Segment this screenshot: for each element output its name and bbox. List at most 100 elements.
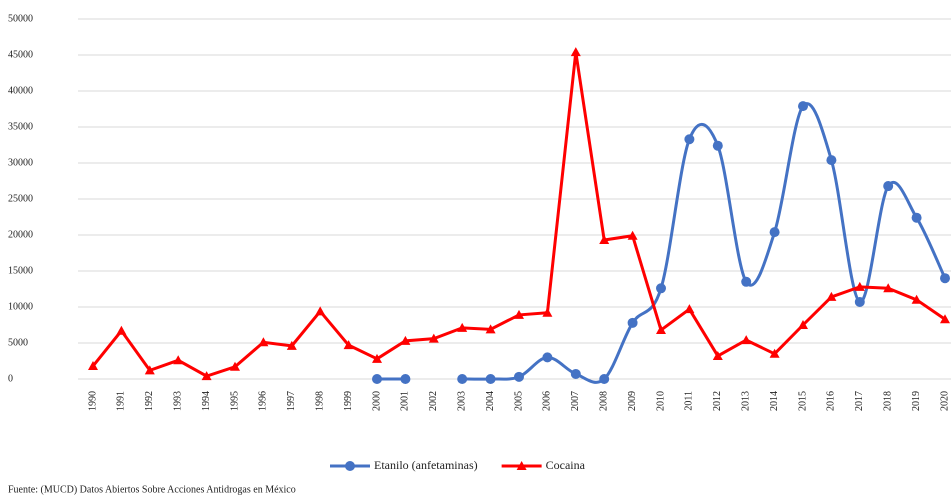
x-tick-label: 2017 <box>854 391 865 411</box>
point-marker <box>343 340 354 350</box>
x-tick-label: 1998 <box>314 391 325 411</box>
x-tick-label: 2020 <box>939 391 950 411</box>
x-tick-label: 2019 <box>911 391 922 411</box>
y-tick-label: 0 <box>8 373 13 384</box>
point-marker <box>514 309 524 319</box>
x-tick-label: 2008 <box>598 391 609 411</box>
x-tick-label: 2006 <box>542 391 553 411</box>
x-tick-label: 2011 <box>684 391 695 411</box>
y-tick-label: 5000 <box>8 337 28 348</box>
legend-label: Etanilo (anfetaminas) <box>374 458 478 472</box>
point-marker <box>854 296 865 307</box>
y-tick-label: 35000 <box>8 121 33 132</box>
x-tick-label: 1993 <box>172 391 183 411</box>
point-marker <box>741 335 752 345</box>
x-tick-label: 2001 <box>400 391 411 411</box>
x-tick-label: 2004 <box>485 391 496 411</box>
point-marker <box>684 134 695 145</box>
x-tick-label: 2003 <box>456 391 467 411</box>
point-marker <box>400 374 411 384</box>
point-marker <box>514 371 524 382</box>
point-marker <box>940 273 950 284</box>
point-marker <box>712 350 723 360</box>
x-tick-label: 2005 <box>513 391 524 411</box>
point-marker <box>457 322 468 332</box>
x-tick-label: 2007 <box>570 391 581 411</box>
point-marker <box>485 374 496 384</box>
y-tick-label: 50000 <box>8 13 33 24</box>
x-tick-label: 2015 <box>797 391 808 411</box>
point-marker <box>201 371 212 381</box>
point-marker <box>883 283 894 293</box>
series-line <box>91 51 946 378</box>
y-tick-label: 45000 <box>8 49 33 60</box>
point-marker <box>684 304 695 314</box>
point-marker <box>798 101 808 112</box>
point-marker <box>826 155 837 166</box>
point-marker <box>116 325 127 335</box>
point-marker <box>741 276 752 287</box>
source-note: Fuente: (MUCD) Datos Abiertos Sobre Acci… <box>8 484 296 495</box>
point-marker <box>315 306 326 316</box>
point-marker <box>599 235 610 245</box>
x-tick-label: 1995 <box>229 391 240 411</box>
series-line <box>462 102 947 384</box>
point-marker <box>627 317 638 328</box>
x-tick-label: 2002 <box>428 391 439 411</box>
point-marker <box>258 337 269 347</box>
point-marker <box>656 283 666 294</box>
point-marker <box>570 368 581 379</box>
x-tick-label: 1991 <box>116 391 127 411</box>
x-tick-label: 2013 <box>740 391 751 411</box>
x-tick-label: 1996 <box>258 391 269 411</box>
y-tick-label: 40000 <box>8 85 33 96</box>
point-marker <box>656 325 666 335</box>
point-marker <box>599 374 610 384</box>
point-marker <box>230 361 240 371</box>
point-marker <box>769 348 780 358</box>
point-marker <box>457 374 468 384</box>
point-marker <box>372 353 382 363</box>
x-tick-label: 1990 <box>87 391 98 411</box>
y-tick-label: 15000 <box>8 265 33 276</box>
legend-label: Cocaina <box>546 458 586 472</box>
x-tick-label: 2010 <box>655 391 666 411</box>
point-marker <box>883 181 894 192</box>
x-tick-label: 1992 <box>144 391 155 411</box>
x-tick-label: 2018 <box>882 391 893 411</box>
x-tick-label: 1994 <box>201 391 212 411</box>
point-marker <box>627 230 638 240</box>
x-tick-label: 2009 <box>627 391 638 411</box>
point-marker <box>854 281 865 291</box>
point-marker <box>88 361 98 371</box>
point-marker <box>940 314 950 324</box>
x-tick-label: 2000 <box>371 391 382 411</box>
x-tick-label: 2016 <box>826 391 837 411</box>
point-marker <box>542 307 553 317</box>
point-marker <box>345 461 355 471</box>
point-marker <box>911 212 922 223</box>
point-marker <box>542 352 553 363</box>
point-marker <box>428 333 439 343</box>
point-marker <box>826 291 837 301</box>
x-tick-label: 2014 <box>769 391 780 411</box>
point-marker <box>712 140 723 151</box>
point-marker <box>173 355 184 365</box>
y-tick-label: 10000 <box>8 301 33 312</box>
point-marker <box>798 320 808 329</box>
point-marker <box>911 294 922 304</box>
point-marker <box>769 227 780 238</box>
point-marker <box>400 335 411 345</box>
x-tick-label: 1999 <box>343 391 354 411</box>
point-marker <box>144 365 155 375</box>
y-tick-label: 30000 <box>8 157 33 168</box>
point-marker <box>286 340 297 350</box>
y-tick-label: 20000 <box>8 229 33 240</box>
point-marker <box>516 461 527 470</box>
y-tick-label: 25000 <box>8 193 33 204</box>
x-tick-label: 2012 <box>712 391 723 411</box>
point-marker <box>570 47 581 57</box>
x-tick-label: 1997 <box>286 391 297 411</box>
point-marker <box>485 324 496 334</box>
